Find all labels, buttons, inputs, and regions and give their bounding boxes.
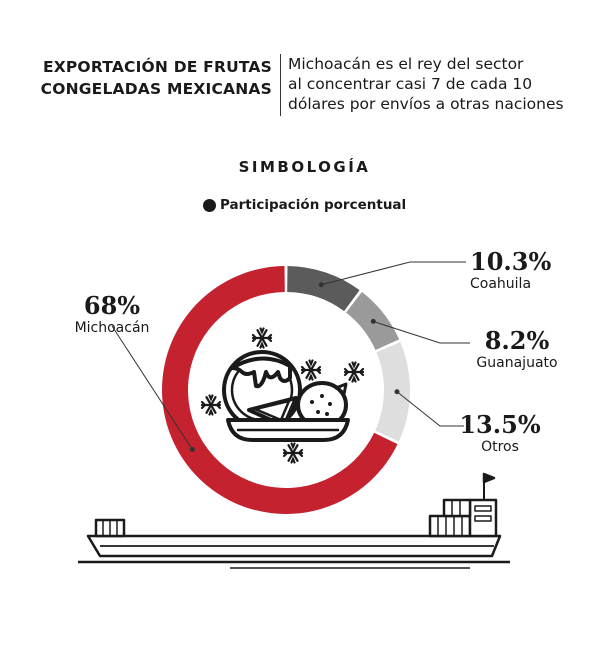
leader-line-guanajuato bbox=[373, 320, 470, 344]
michoacan-value: 68% bbox=[83, 291, 141, 320]
legend-label: Participación porcentual bbox=[220, 197, 407, 213]
otros-value: 13.5% bbox=[459, 410, 541, 439]
leader-dot bbox=[394, 389, 400, 395]
otros-name: Otros bbox=[481, 439, 519, 455]
legend: Participación porcentual bbox=[203, 197, 406, 213]
guanajuato-value: 8.2% bbox=[484, 326, 550, 355]
guanajuato-name: Guanajuato bbox=[476, 355, 558, 371]
leader-dot bbox=[189, 446, 195, 452]
title-line-2: CONGELADAS MEXICANAS bbox=[40, 80, 272, 98]
snowflake-icon bbox=[300, 359, 322, 381]
leader-line-michoacan bbox=[111, 325, 193, 450]
leader-line-otros bbox=[396, 391, 464, 427]
leader-line-coahuila bbox=[321, 261, 466, 286]
title-line-1: EXPORTACIÓN DE FRUTAS bbox=[42, 58, 272, 76]
subtitle-line-1: Michoacán es el rey del sector bbox=[288, 55, 524, 73]
coahuila-name: Coahuila bbox=[470, 276, 532, 292]
header-divider bbox=[280, 54, 281, 116]
page-subtitle: Michoacán es el rey del sector al concen… bbox=[288, 54, 564, 114]
fruit-bowl-icon bbox=[222, 350, 350, 442]
michoacan-name: Michoacán bbox=[74, 320, 150, 336]
leader-lines bbox=[111, 261, 470, 452]
label-guanajuato: 8.2% Guanajuato bbox=[462, 328, 572, 372]
slice-otros bbox=[375, 342, 411, 442]
label-michoacan: 68% Michoacán bbox=[62, 293, 162, 337]
snowflake-icon bbox=[343, 361, 365, 383]
header: EXPORTACIÓN DE FRUTAS CONGELADAS MEXICAN… bbox=[0, 50, 609, 120]
subtitle-line-2: al concentrar casi 7 de cada 10 bbox=[288, 75, 533, 93]
label-coahuila: 10.3% Coahuila bbox=[470, 249, 560, 293]
label-otros: 13.5% Otros bbox=[455, 412, 545, 456]
leader-dot bbox=[318, 282, 324, 288]
cargo-ship-icon bbox=[78, 472, 510, 569]
subtitle-line-3: dólares por envíos a otras naciones bbox=[288, 95, 564, 113]
simbologia-heading: SIMBOLOGÍA bbox=[238, 158, 371, 176]
snowflake-icon bbox=[282, 442, 304, 464]
snowflake-icon bbox=[251, 327, 273, 349]
legend-dot bbox=[203, 198, 216, 212]
snowflake-icon bbox=[200, 394, 222, 416]
slice-coahuila bbox=[287, 266, 360, 312]
page-title: EXPORTACIÓN DE FRUTAS CONGELADAS MEXICAN… bbox=[41, 56, 272, 100]
leader-dot bbox=[370, 318, 376, 324]
coahuila-value: 10.3% bbox=[470, 247, 552, 276]
